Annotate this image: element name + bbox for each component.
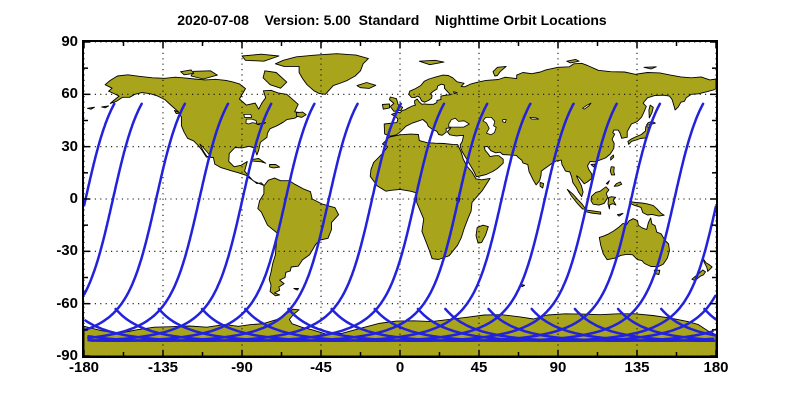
y-tick-label: 60 bbox=[61, 85, 78, 103]
plot-frame bbox=[82, 40, 718, 358]
land-south-america bbox=[257, 177, 340, 297]
orbit-track bbox=[659, 307, 716, 337]
y-tick-label: -90 bbox=[56, 347, 78, 364]
land-borneo bbox=[590, 186, 610, 206]
orbit-track bbox=[703, 307, 716, 321]
land-hispaniola bbox=[269, 164, 281, 169]
land-north-america bbox=[104, 74, 304, 186]
land-eurasia bbox=[383, 62, 716, 198]
land-greenland bbox=[274, 53, 369, 95]
page-title: 2020-07-08 Version: 5.00 Standard Nightt… bbox=[177, 12, 607, 28]
orbit-track bbox=[87, 102, 230, 340]
y-tick-label: 0 bbox=[69, 190, 78, 207]
water-lake-superior bbox=[243, 114, 253, 118]
orbit-track bbox=[84, 102, 143, 296]
water-black-sea bbox=[448, 117, 470, 128]
land-hainan bbox=[590, 163, 596, 168]
land-severnaya-zemlya bbox=[566, 58, 580, 64]
land-taiwan bbox=[610, 154, 615, 161]
orbit-track bbox=[84, 102, 403, 343]
land-africa bbox=[369, 133, 491, 260]
x-tick-label: -135 bbox=[147, 359, 179, 376]
land-aleutians-east bbox=[101, 105, 110, 109]
y-tick-label: -30 bbox=[56, 242, 78, 260]
x-tick-label: 180 bbox=[703, 359, 729, 376]
land-ireland bbox=[381, 103, 390, 110]
water-lake-baikal bbox=[582, 102, 592, 110]
x-tick-label: 90 bbox=[549, 359, 567, 376]
y-tick-label: -60 bbox=[56, 294, 78, 312]
land-new-siberian-islands bbox=[643, 66, 657, 70]
land-java bbox=[584, 209, 602, 215]
land-cuba bbox=[250, 158, 267, 164]
orbit-track bbox=[416, 205, 716, 343]
land-falkland-islands bbox=[293, 288, 299, 291]
water-lake-ladoga bbox=[453, 91, 458, 95]
orbit-track bbox=[84, 102, 116, 207]
land-madagascar bbox=[475, 224, 489, 244]
orbit-track bbox=[87, 102, 316, 343]
land-palawan bbox=[605, 180, 610, 185]
water-lake-balkhash bbox=[529, 117, 540, 120]
x-tick-label: -45 bbox=[310, 359, 332, 376]
land-nz-north-island bbox=[702, 258, 713, 272]
orbit-track bbox=[487, 307, 714, 343]
orbit-track bbox=[84, 102, 187, 332]
x-tick-label: 0 bbox=[395, 359, 405, 376]
map-svg bbox=[84, 42, 716, 356]
land-banks-island bbox=[180, 69, 195, 76]
land-vancouver-island bbox=[173, 109, 182, 114]
land-baffin-island bbox=[262, 70, 288, 89]
land-sulawesi bbox=[607, 196, 617, 210]
land-newfoundland bbox=[295, 111, 307, 118]
land-iceland bbox=[356, 82, 377, 89]
land-new-guinea bbox=[629, 201, 665, 217]
land-aleutians-west bbox=[87, 106, 95, 110]
land-sakhalin bbox=[648, 104, 654, 119]
land-sri-lanka bbox=[539, 181, 545, 189]
land-novaya-zemlya bbox=[492, 65, 507, 77]
land-timor bbox=[616, 213, 624, 217]
land-mindanao bbox=[613, 181, 623, 187]
land-victoria-island bbox=[190, 70, 218, 80]
x-tick-label: -180 bbox=[68, 359, 100, 376]
y-tick-label: 90 bbox=[61, 33, 78, 50]
water-lake-huron-michigan bbox=[245, 118, 258, 125]
land-svalbard bbox=[418, 59, 445, 66]
water-caspian-sea bbox=[482, 117, 497, 136]
land-luzon bbox=[609, 166, 616, 176]
orbit-track bbox=[616, 307, 714, 342]
land-ellesmere-island bbox=[241, 53, 280, 62]
water-aral-sea bbox=[502, 119, 507, 123]
orbit-track bbox=[87, 102, 359, 343]
y-tick-label: 30 bbox=[61, 137, 78, 155]
x-tick-label: 45 bbox=[470, 359, 488, 376]
x-tick-label: -90 bbox=[231, 359, 253, 376]
x-tick-label: 135 bbox=[624, 359, 650, 376]
